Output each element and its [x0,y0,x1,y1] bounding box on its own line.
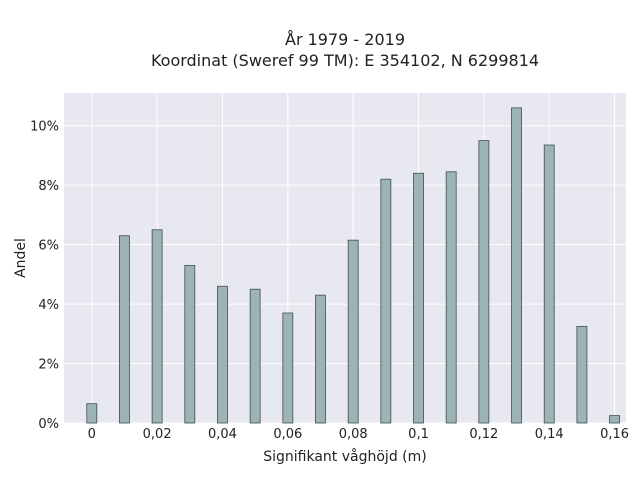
chart-title: År 1979 - 2019 [285,30,405,49]
bar [413,172,424,424]
x-axis-label: Signifikant våghöjd (m) [263,448,426,465]
x-tick-label: 0 [88,427,96,442]
y-tick-label: 4% [38,298,59,313]
x-tick-label: 0,06 [273,427,302,442]
bar [543,144,555,424]
bar [249,288,261,424]
y-axis-ticks: 0% 2% 4% 6% 8% 10% [30,120,59,432]
plot-area [64,93,626,423]
chart-subtitle: Koordinat (Sweref 99 TM): E 354102, N 62… [151,51,539,70]
bar [609,415,620,424]
bar [347,239,359,424]
bar [478,140,490,424]
x-tick-label: 0,1 [408,427,429,442]
y-tick-label: 6% [38,239,59,254]
y-axis-label: Andel [13,238,29,278]
bar [184,265,196,424]
y-tick-label: 8% [38,179,59,194]
bar [217,285,228,424]
bar [119,235,130,424]
x-tick-label: 0,14 [535,427,564,442]
bar [315,294,326,424]
x-tick-label: 0,12 [469,427,498,442]
x-axis-ticks: 0 0,02 0,04 0,06 0,08 0,1 0,12 0,14 0,16 [88,427,629,442]
bar [445,171,457,424]
bar [151,229,163,424]
bar [576,325,588,424]
bar [380,178,392,424]
bar [511,107,522,424]
bars [86,107,620,424]
bar [282,312,294,424]
bar [86,403,98,424]
y-tick-label: 10% [30,120,59,135]
x-tick-label: 0,04 [208,427,237,442]
y-tick-label: 2% [38,358,59,373]
x-tick-label: 0,08 [339,427,368,442]
x-tick-label: 0,16 [600,427,629,442]
x-tick-label: 0,02 [143,427,172,442]
y-tick-label: 0% [38,417,59,432]
